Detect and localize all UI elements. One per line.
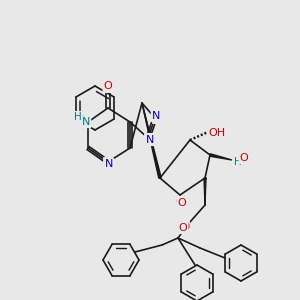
- Text: O: O: [240, 153, 248, 163]
- Text: N: N: [105, 159, 113, 169]
- Text: H: H: [74, 112, 82, 122]
- Polygon shape: [204, 178, 206, 205]
- Text: N: N: [82, 117, 90, 127]
- Text: O: O: [103, 81, 112, 91]
- Text: H: H: [234, 157, 242, 167]
- Polygon shape: [210, 154, 232, 160]
- Text: N: N: [82, 117, 90, 127]
- Polygon shape: [142, 103, 161, 178]
- Text: O: O: [178, 223, 188, 233]
- Text: O: O: [238, 153, 246, 163]
- Text: N: N: [153, 113, 161, 123]
- Text: O: O: [176, 197, 184, 207]
- Text: N: N: [104, 158, 112, 168]
- Text: O: O: [104, 82, 112, 92]
- Text: N: N: [145, 134, 153, 144]
- Text: N: N: [146, 135, 154, 145]
- Text: H: H: [77, 115, 85, 125]
- Text: O: O: [178, 198, 186, 208]
- Text: H: H: [233, 157, 241, 167]
- Text: OH: OH: [208, 128, 226, 138]
- Text: OH: OH: [208, 127, 224, 137]
- Text: O: O: [181, 222, 189, 232]
- Text: N: N: [152, 111, 160, 121]
